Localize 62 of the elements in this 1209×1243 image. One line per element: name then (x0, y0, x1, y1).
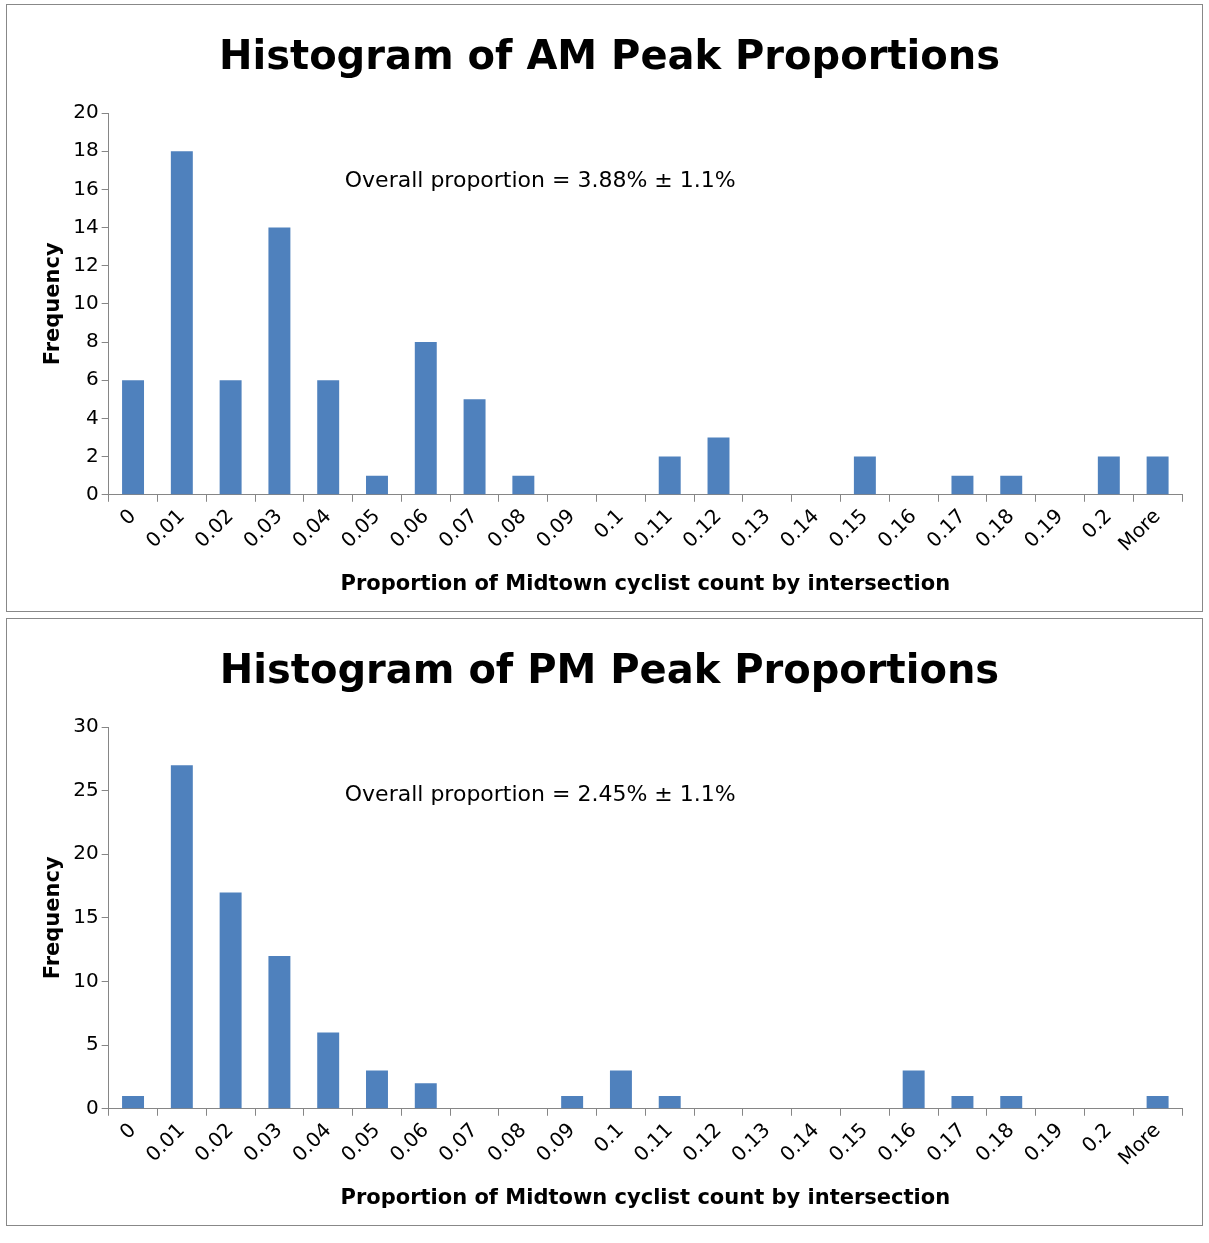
y-tick-label: 5 (85, 1031, 99, 1056)
chart-title: Histogram of AM Peak Proportions (219, 32, 1000, 79)
y-tick-label: 12 (73, 251, 99, 276)
y-tick-label: 0 (85, 1094, 99, 1119)
y-tick-label: 18 (73, 137, 99, 162)
bar (170, 151, 193, 495)
y-tick-label: 14 (73, 213, 99, 238)
bar (658, 1096, 681, 1109)
bar (1000, 1096, 1023, 1109)
x-axis-title: Proportion of Midtown cyclist count by intersection (340, 1184, 951, 1209)
annotation: Overall proportion = 3.88% ± 1.1% (344, 167, 736, 193)
bar (1146, 1096, 1169, 1109)
y-tick-label: 4 (85, 404, 99, 429)
x-axis-title: Proportion of Midtown cyclist count by intersection (340, 570, 951, 595)
y-tick-label: 8 (85, 328, 99, 353)
y-tick-label: 10 (73, 967, 99, 992)
bar (512, 475, 535, 495)
bar (366, 1070, 388, 1109)
bar (609, 1070, 632, 1109)
bar (951, 1096, 974, 1109)
bar (366, 475, 388, 495)
bar (219, 380, 242, 495)
bar (317, 380, 340, 495)
bar (561, 1096, 584, 1109)
bar (317, 1032, 340, 1109)
x-tick-label: 0.1 (588, 503, 629, 543)
bar (414, 342, 437, 495)
y-tick-label: 20 (73, 840, 99, 865)
bar (658, 456, 681, 495)
bar (122, 380, 145, 495)
bar (1000, 475, 1023, 495)
bar (219, 892, 242, 1109)
y-tick-label: 0 (85, 480, 99, 505)
annotation: Overall proportion = 2.45% ± 1.1% (344, 781, 736, 807)
y-tick-label: 20 (73, 99, 99, 124)
y-tick-label: 16 (73, 175, 99, 200)
y-tick-label: 10 (73, 290, 99, 315)
x-tick-label: 0.2 (1076, 1117, 1117, 1157)
bar (463, 399, 486, 495)
bar (268, 956, 291, 1109)
y-axis-title: Frequency (40, 856, 65, 980)
bar (853, 456, 876, 495)
bar (414, 1083, 437, 1109)
bar (170, 765, 193, 1109)
bar (1097, 456, 1120, 495)
bar (707, 437, 730, 495)
y-tick-label: 15 (73, 904, 99, 929)
y-tick-label: 6 (85, 366, 99, 391)
y-tick-label: 2 (85, 442, 99, 467)
y-axis-title: Frequency (40, 242, 65, 366)
x-tick-label: 0.1 (588, 1117, 629, 1157)
bar (1146, 456, 1169, 495)
x-tick-label: 0 (114, 1117, 141, 1144)
bar (122, 1096, 145, 1109)
x-tick-label: 0 (114, 503, 141, 530)
chart-title: Histogram of PM Peak Proportions (219, 646, 1000, 693)
bar (902, 1070, 925, 1109)
y-tick-label: 25 (73, 776, 99, 801)
bar (951, 475, 974, 495)
x-tick-label: 0.2 (1076, 503, 1117, 543)
bar (268, 227, 291, 495)
y-tick-label: 30 (73, 713, 99, 738)
